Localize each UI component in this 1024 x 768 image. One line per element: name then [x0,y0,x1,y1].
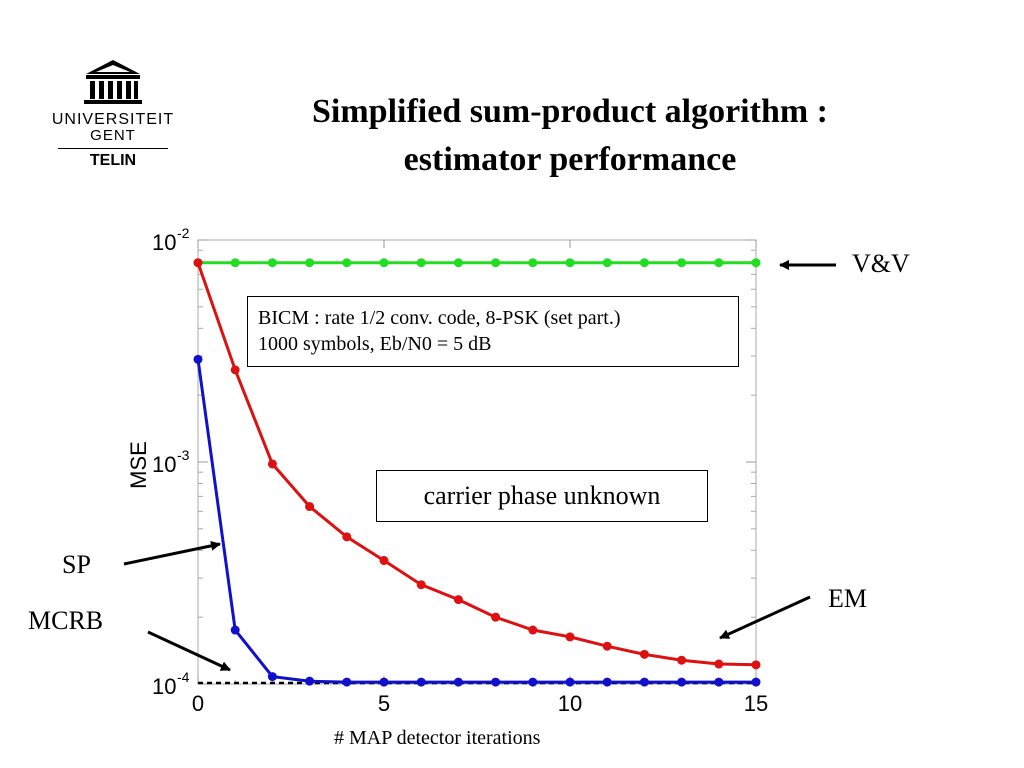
x-tick-label: 5 [378,691,390,716]
arrow-sp [123,540,221,566]
annotation-arrows [123,260,836,672]
y-axis-label: MSE [126,441,151,489]
slide-title: Simplified sum-product algorithm : estim… [240,88,900,184]
data-point-em [639,649,649,659]
arrow-em [719,595,811,640]
data-point-em [602,641,612,651]
info-line-1: BICM : rate 1/2 conv. code, 8-PSK (set p… [258,307,621,329]
data-point-em [677,655,687,665]
data-point-v-v [491,258,501,268]
data-point-v-v [602,258,612,268]
info-line-2: 1000 symbols, Eb/N0 = 5 dB [258,333,492,355]
data-point-em [193,258,203,268]
data-point-sp [305,676,315,686]
info-box: BICM : rate 1/2 conv. code, 8-PSK (set p… [247,296,739,367]
data-point-em [416,580,426,590]
data-point-sp [453,677,463,687]
y-tick-label: 10 [152,452,176,477]
data-point-v-v [305,258,315,268]
data-point-sp [491,677,501,687]
data-point-v-v [342,258,352,268]
title-line-1: Simplified sum-product algorithm : [311,93,828,130]
data-point-v-v [751,258,761,268]
condition-box: carrier phase unknown [376,470,708,522]
data-point-v-v [714,258,724,268]
data-point-sp [267,672,277,682]
data-point-em [267,459,277,469]
logo-gent: GENT [90,127,136,144]
data-point-em [491,612,501,622]
data-point-sp [565,677,575,687]
data-point-sp [751,677,761,687]
data-point-sp [342,677,352,687]
data-point-sp [379,677,389,687]
data-point-sp [193,354,203,364]
building-icon [84,60,142,104]
data-point-v-v [528,258,538,268]
data-point-sp [528,677,538,687]
logo-dept: TELIN [89,152,137,169]
logo-university: UNIVERSITEIT [51,111,175,128]
data-point-sp [677,677,687,687]
series-line-sp [196,359,756,684]
data-point-em [379,556,389,566]
label-mcrb: MCRB [28,606,104,635]
title-line-2: estimator performance [403,141,737,178]
y-tick-exponent: -3 [177,447,190,463]
y-tick-exponent: -4 [177,669,190,685]
data-point-em [342,532,352,542]
x-tick-label: 0 [192,691,204,716]
data-point-em [751,660,761,670]
arrow-mcrb [147,630,231,672]
x-axis-label: # MAP detector iterations [334,727,541,749]
data-point-v-v [230,258,240,268]
data-point-v-v [677,258,687,268]
data-point-v-v [379,258,389,268]
label-em: EM [828,584,867,613]
data-point-v-v [639,258,649,268]
data-point-v-v [267,258,277,268]
data-point-em [305,502,315,512]
data-point-sp [416,677,426,687]
data-point-sp [714,677,724,687]
data-point-em [230,365,240,375]
label-vv: V&V [852,249,910,278]
data-point-v-v [565,258,575,268]
x-tick-label: 15 [744,691,768,716]
data-point-em [453,595,463,605]
data-point-em [528,625,538,635]
y-tick-label: 10 [152,674,176,699]
label-sp: SP [62,550,91,579]
logo-divider [58,148,168,149]
y-tick-exponent: -2 [177,225,190,241]
data-point-em [714,659,724,669]
condition-text: carrier phase unknown [423,481,661,510]
data-point-em [565,632,575,642]
data-point-sp [602,677,612,687]
x-tick-label: 10 [558,691,582,716]
data-point-v-v [453,258,463,268]
series-line-em [196,262,757,667]
data-point-sp [230,625,240,635]
data-point-sp [639,677,649,687]
university-logo: UNIVERSITEIT GENT TELIN [38,58,188,169]
y-tick-label: 10 [152,230,176,255]
data-point-v-v [416,258,426,268]
